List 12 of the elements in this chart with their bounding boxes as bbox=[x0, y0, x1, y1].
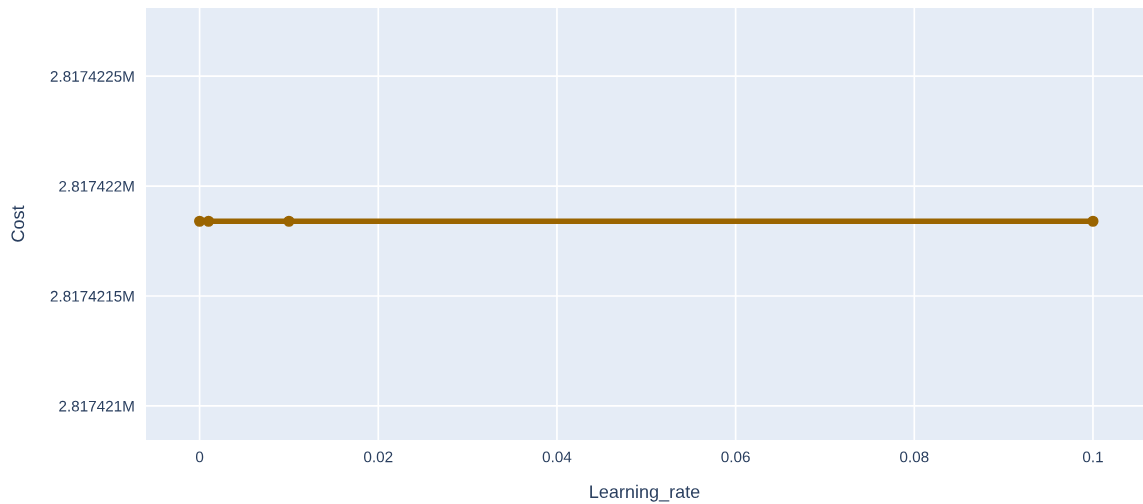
x-axis-title: Learning_rate bbox=[590, 484, 700, 502]
y-tick-label: 2.817422M bbox=[59, 180, 134, 192]
x-tick-label: 0.08 bbox=[900, 451, 929, 463]
y-tick-label: 2.8174215M bbox=[50, 290, 134, 302]
x-tick-label: 0 bbox=[195, 451, 204, 463]
x-tick-label: 0.02 bbox=[364, 451, 393, 463]
x-tick-label: 0.1 bbox=[1082, 451, 1103, 463]
x-tick-label: 0.04 bbox=[542, 451, 572, 463]
y-tick-label: 2.8174225M bbox=[50, 71, 134, 82]
y-axis-title: Cost bbox=[11, 205, 25, 242]
y-tick-label: 2.817421M bbox=[59, 400, 134, 412]
x-tick-label: 0.06 bbox=[721, 451, 750, 463]
